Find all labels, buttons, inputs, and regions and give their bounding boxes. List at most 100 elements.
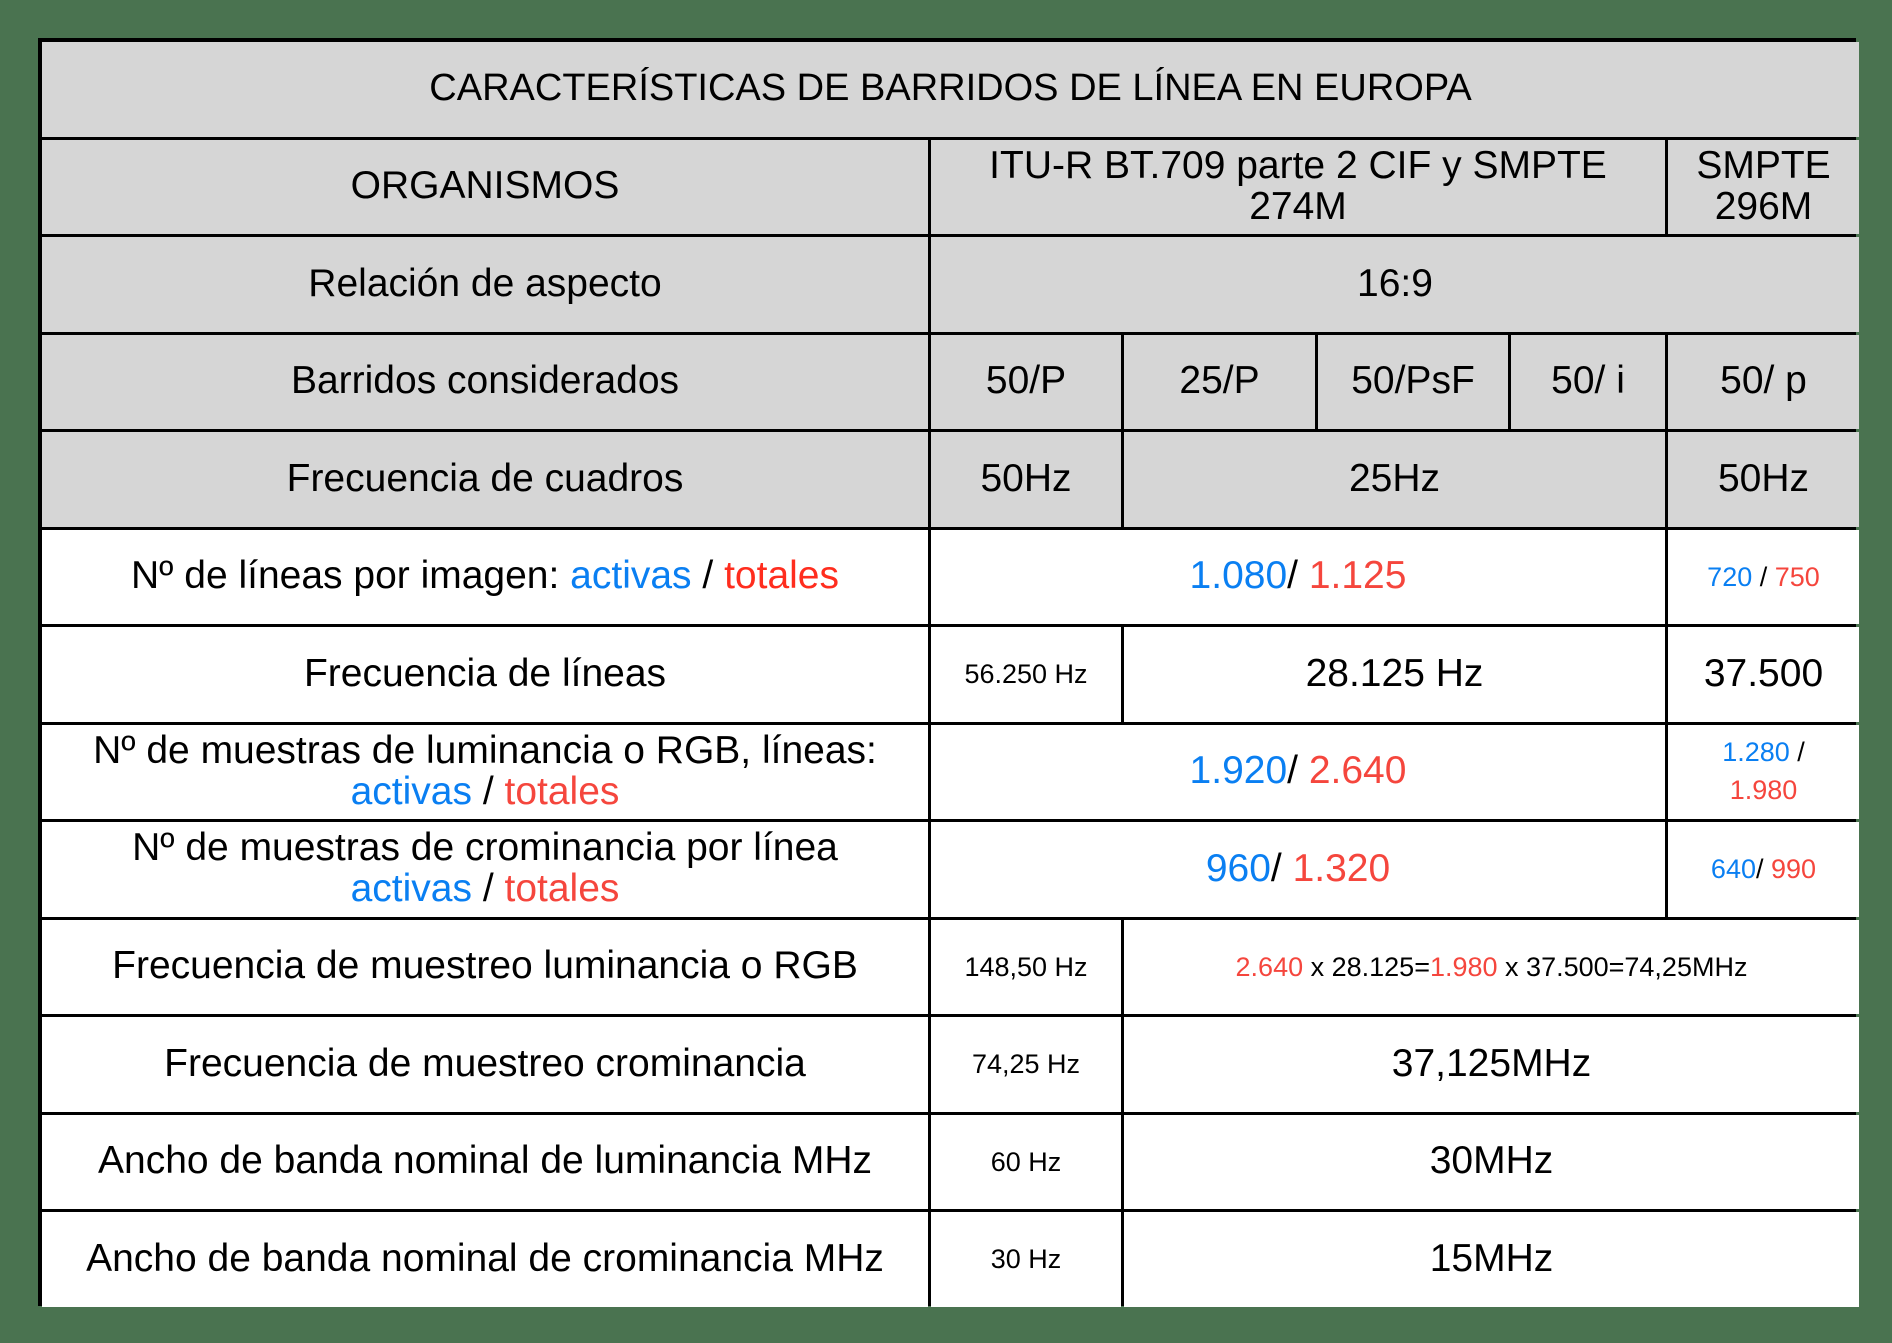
label-totales: totales (724, 554, 839, 598)
barridos-label: Barridos considerados (42, 334, 928, 429)
barrido-cell: 25/P (1124, 334, 1315, 429)
label-activas: activas (570, 554, 692, 598)
value-totales: 1.125 (1308, 554, 1407, 598)
muestreo-crominancia-v2-text: 37,125MHz (1391, 1041, 1592, 1085)
label-totales: totales (504, 867, 620, 911)
frecuencia-lineas-v3: 37.500 (1668, 627, 1859, 722)
aspecto-value: 16:9 (931, 237, 1859, 332)
value-activas: 720 (1707, 561, 1753, 592)
barrido-50p: 50/P (985, 359, 1067, 403)
muestras-luminancia-smpte: 1.280 / 1.980 (1668, 724, 1859, 819)
value-totales: 990 (1771, 854, 1817, 885)
frecuencia-lineas-v2-text: 28.125 Hz (1305, 651, 1484, 695)
aspecto-value-text: 16:9 (1357, 261, 1433, 305)
frecuencia-lineas-v3-text: 37.500 (1703, 651, 1824, 695)
value-sep: / (1789, 736, 1805, 767)
barrido-cell: 50/ p (1668, 334, 1859, 429)
banda-crominancia-v1: 30 Hz (931, 1212, 1121, 1307)
barrido-cell: 50/P (931, 334, 1121, 429)
muestras-luminancia-itu: 1.920/ 2.640 (931, 724, 1665, 819)
label-line2: activas / totales (350, 867, 620, 911)
organismo-itu-line1: ITU-R BT.709 parte 2 CIF y SMPTE (989, 143, 1607, 187)
frecuencia-lineas-v1: 56.250 Hz (931, 627, 1121, 722)
label-activas: activas (350, 769, 472, 813)
cuadros-value: 50Hz (931, 432, 1121, 527)
value-sep: / (1752, 561, 1775, 592)
banda-luminancia-label: Ancho de banda nominal de luminancia MHz (42, 1114, 928, 1209)
value-activas: 1.920 (1189, 749, 1288, 793)
formula-part: 2.640 (1235, 951, 1304, 982)
formula-part: x 37.500=74,25MHz (1497, 951, 1748, 982)
muestreo-crominancia-v2: 37,125MHz (1124, 1017, 1859, 1112)
frecuencia-lineas-v1-text: 56.250 Hz (964, 659, 1088, 690)
value-totales: 1.320 (1292, 846, 1391, 890)
muestreo-crominancia-label: Frecuencia de muestreo crominancia (42, 1017, 928, 1112)
banda-luminancia-v1: 60 Hz (931, 1114, 1121, 1209)
value-totales: 1.980 (1729, 774, 1798, 805)
frecuencia-lineas-v2: 28.125 Hz (1124, 627, 1665, 722)
barrido-50psf: 50/PsF (1351, 359, 1475, 403)
value-sep: / (1287, 554, 1309, 598)
banda-crominancia-v2: 15MHz (1124, 1212, 1859, 1307)
value-activas: 1.080 (1189, 554, 1288, 598)
banda-crominancia-v1-text: 30 Hz (990, 1244, 1062, 1275)
banda-luminancia-v2: 30MHz (1124, 1114, 1859, 1209)
muestras-crominancia-itu: 960/ 1.320 (931, 822, 1665, 917)
muestreo-luminancia-formula: 2.640 x 28.125= 1.980 x 37.500=74,25MHz (1124, 919, 1859, 1014)
table-title: CARACTERÍSTICAS DE BARRIDOS DE LÍNEA EN … (42, 42, 1859, 137)
banda-luminancia-v2-text: 30MHz (1429, 1139, 1554, 1183)
frecuencia-lineas-label-text: Frecuencia de líneas (303, 651, 667, 695)
cuadros-value: 50Hz (1668, 432, 1859, 527)
lineas-imagen-itu: 1.080/ 1.125 (931, 529, 1665, 624)
organismos-label-text: ORGANISMOS (350, 164, 620, 208)
muestreo-luminancia-v1: 148,50 Hz (931, 919, 1121, 1014)
lineas-imagen-smpte: 720 / 750 (1668, 529, 1859, 624)
formula-part: x 28.125= (1303, 951, 1430, 982)
banda-luminancia-v1-text: 60 Hz (990, 1146, 1062, 1177)
muestras-crominancia-smpte: 640/ 990 (1668, 822, 1859, 917)
value-totales: 2.640 (1308, 749, 1407, 793)
label-line2: activas / totales (350, 769, 620, 813)
organismos-label: ORGANISMOS (42, 139, 928, 234)
value-activas: 640 (1710, 854, 1756, 885)
muestreo-luminancia-label: Frecuencia de muestreo luminancia o RGB (42, 919, 928, 1014)
muestreo-crominancia-v1: 74,25 Hz (931, 1017, 1121, 1112)
barrido-50i: 50/ i (1551, 359, 1625, 403)
banda-luminancia-label-text: Ancho de banda nominal de luminancia MHz (98, 1139, 872, 1183)
barrido-cell: 50/PsF (1318, 334, 1508, 429)
label-line1: Nº de muestras de crominancia por línea (132, 826, 838, 870)
banda-crominancia-v2-text: 15MHz (1429, 1236, 1554, 1280)
barridos-label-text: Barridos considerados (290, 359, 680, 403)
label-sep: / (471, 867, 505, 911)
frecuencia-lineas-label: Frecuencia de líneas (42, 627, 928, 722)
muestreo-crominancia-label-text: Frecuencia de muestreo crominancia (164, 1041, 806, 1085)
organismo-itu: ITU-R BT.709 parte 2 CIF y SMPTE 274M (931, 139, 1665, 234)
organismo-itu-line2: 274M (1249, 184, 1347, 228)
cuadros-label-text: Frecuencia de cuadros (286, 456, 684, 500)
cuadros-25hz: 25Hz (1348, 456, 1441, 500)
value-sep: / (1755, 854, 1771, 885)
aspecto-label: Relación de aspecto (42, 237, 928, 332)
value-activas: 1.280 (1722, 736, 1790, 767)
muestras-crominancia-label: Nº de muestras de crominancia por línea … (42, 822, 928, 917)
cuadros-50hz-smpte: 50Hz (1717, 456, 1810, 500)
value-sep: / (1287, 749, 1309, 793)
cuadros-label: Frecuencia de cuadros (42, 432, 928, 527)
label-activas: activas (350, 867, 472, 911)
value-sep: / (1270, 846, 1293, 890)
muestreo-luminancia-label-text: Frecuencia de muestreo luminancia o RGB (112, 944, 858, 988)
characteristics-table: CARACTERÍSTICAS DE BARRIDOS DE LÍNEA EN … (38, 38, 1859, 1307)
table-title-text: CARACTERÍSTICAS DE BARRIDOS DE LÍNEA EN … (429, 67, 1472, 110)
banda-crominancia-label-text: Ancho de banda nominal de crominancia MH… (86, 1236, 884, 1280)
label-totales: totales (504, 769, 620, 813)
label-sep: / (471, 769, 505, 813)
organismo-smpte-line1: SMPTE (1696, 143, 1831, 187)
value-activas: 960 (1205, 846, 1271, 890)
organismo-smpte-line2: 296M (1714, 184, 1813, 228)
value-totales: 750 (1774, 561, 1820, 592)
label-sep: / (691, 554, 725, 598)
muestras-luminancia-label: Nº de muestras de luminancia o RGB, líne… (42, 724, 928, 819)
formula-part: 1.980 (1429, 951, 1498, 982)
banda-crominancia-label: Ancho de banda nominal de crominancia MH… (42, 1212, 928, 1307)
cuadros-50hz: 50Hz (980, 456, 1072, 500)
